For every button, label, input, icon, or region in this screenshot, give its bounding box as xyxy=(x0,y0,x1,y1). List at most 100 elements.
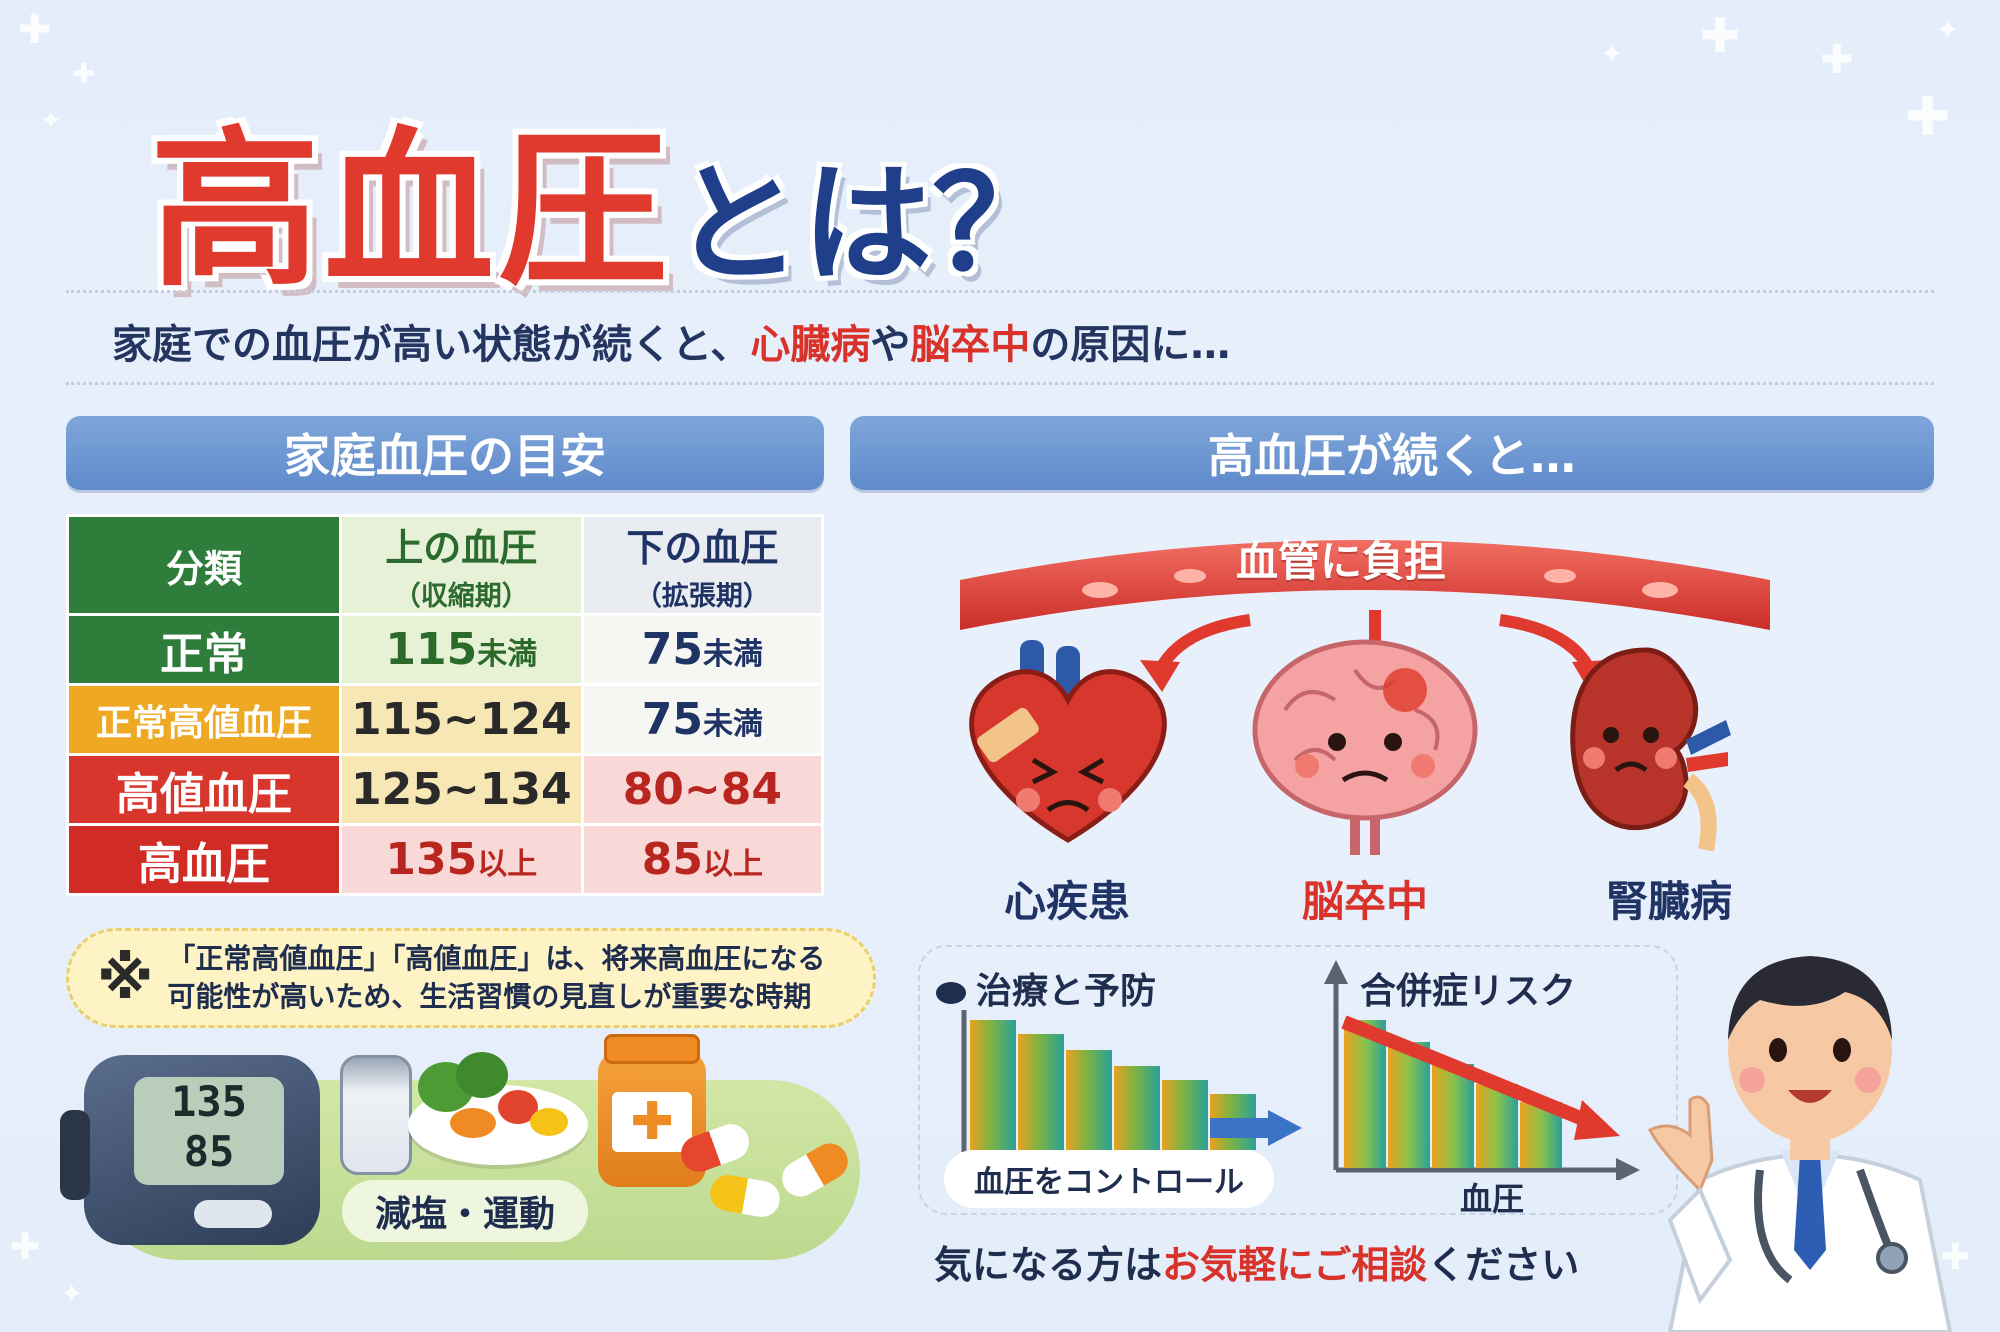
vessel-burden-label: 血管に負担 xyxy=(1236,537,1447,586)
header-systolic-sub: （収縮期） xyxy=(393,581,529,612)
cta-pre: 気になる方は xyxy=(934,1243,1163,1287)
sparkle-icon: ✚ xyxy=(10,1227,41,1268)
risk-bars xyxy=(1344,1020,1562,1168)
chart-title-treatment-label: 治療と予防 xyxy=(976,971,1157,1012)
row-systolic: 135以上 xyxy=(338,823,584,896)
sparkle-icon: ✦ xyxy=(40,106,62,136)
table-row: 正常高値血圧 115~124 75未満 xyxy=(66,683,825,756)
consequences-header-label: 高血圧が続くと… xyxy=(1208,429,1576,483)
diastolic-unit: 以上 xyxy=(702,847,763,882)
row-diastolic: 80~84 xyxy=(580,753,825,826)
systolic-value: 115 xyxy=(385,624,478,675)
kidney-icon xyxy=(1570,647,1731,852)
title-blue: とは？ xyxy=(672,148,1063,300)
diastolic-unit: 未満 xyxy=(702,707,763,742)
blood-cell-icon xyxy=(1174,569,1206,583)
note-line-2: 可能性が高いため、生活習慣の見直しが重要な時期 xyxy=(167,980,812,1013)
sparkle-icon: ✚ xyxy=(18,7,52,53)
broccoli-icon xyxy=(456,1052,508,1098)
diastolic-value: 75 xyxy=(641,624,703,675)
chart-bar xyxy=(1114,1066,1160,1150)
systolic-unit: 以上 xyxy=(477,847,538,882)
subtitle-heart-disease: 心臓病 xyxy=(750,322,871,368)
cta-text: 気になる方はお気軽にご相談ください xyxy=(934,1234,1579,1289)
axis-arrow-head xyxy=(1616,1158,1640,1180)
row-systolic: 115未満 xyxy=(338,613,584,686)
row-diastolic: 85以上 xyxy=(580,823,825,896)
systolic-value: 135 xyxy=(385,834,478,885)
chart-bar xyxy=(1162,1080,1208,1150)
treatment-chart xyxy=(961,1010,1302,1152)
systolic-value: 125~134 xyxy=(351,764,572,815)
row-systolic: 115~124 xyxy=(338,683,584,756)
divider xyxy=(66,382,1934,385)
header-diastolic: 下の血圧 （拡張期） xyxy=(580,514,825,616)
note-text: 「正常高値血圧」「高値血圧」は、将来高血圧になる 可能性が高いため、生活習慣の見… xyxy=(167,940,825,1016)
header-systolic: 上の血圧 （収縮期） xyxy=(338,514,584,616)
monitor-screen: 135 85 xyxy=(134,1077,284,1185)
subtitle-stroke: 脳卒中 xyxy=(910,322,1031,368)
sparkle-icon: ✚ xyxy=(1940,1237,1971,1278)
lifestyle-label: 減塩・運動 xyxy=(342,1180,588,1242)
header-diastolic-sub: （拡張期） xyxy=(634,581,770,612)
subtitle-post: の原因に… xyxy=(1030,322,1231,368)
cta-post: ください xyxy=(1427,1243,1580,1287)
arrow-head xyxy=(1268,1110,1302,1146)
sparkle-icon: ✚ xyxy=(1820,37,1854,83)
note-line-1: 「正常高値血圧」「高値血圧」は、将来高血圧になる xyxy=(167,942,826,976)
table-row: 高値血圧 125~134 80~84 xyxy=(66,753,825,826)
jar-lid xyxy=(604,1034,700,1064)
heart-icon xyxy=(969,640,1167,843)
monitor-cuff xyxy=(60,1110,90,1200)
header-diastolic-label: 下の血圧 xyxy=(626,526,779,570)
arrow-head xyxy=(1574,1100,1620,1140)
subtitle: 家庭での血圧が高い状態が続くと、心臓病や脳卒中の原因に… xyxy=(112,312,1230,370)
subtitle-pre: 家庭での血圧が高い状態が続くと、 xyxy=(112,322,751,368)
arrow-head xyxy=(1140,660,1180,692)
pepper-icon xyxy=(530,1108,568,1136)
organ-label-kidney-disease: 腎臓病 xyxy=(1606,877,1733,926)
organ-label-stroke: 脳卒中 xyxy=(1302,877,1429,926)
note-mark: ※ xyxy=(97,944,154,1012)
row-category: 高血圧 xyxy=(66,823,342,896)
divider xyxy=(66,290,1934,293)
brain-icon xyxy=(1252,639,1478,855)
monitor-systolic: 135 xyxy=(171,1077,247,1126)
bullet-icon xyxy=(936,982,966,1004)
blood-pressure-monitor-icon: 135 85 xyxy=(60,1055,320,1245)
chart-bar xyxy=(1388,1042,1430,1168)
row-category: 高値血圧 xyxy=(66,753,342,826)
diastolic-value: 85 xyxy=(641,834,703,885)
header-category: 分類 xyxy=(66,514,342,616)
table-row: 高血圧 135以上 85以上 xyxy=(66,823,825,896)
salt-shaker-icon xyxy=(340,1055,412,1175)
risk-trend-arrow xyxy=(1341,1015,1593,1129)
title-red: 高血圧 xyxy=(150,112,673,310)
chart-bar xyxy=(1432,1064,1474,1168)
medicine-jar-icon: ✚ xyxy=(598,1034,706,1187)
consequences-header: 高血圧が続くと… xyxy=(850,416,1934,490)
doctor-icon xyxy=(1647,956,1953,1332)
sparkle-icon: ✚ xyxy=(72,57,96,90)
complication-risk-chart xyxy=(1324,960,1640,1180)
page-title: 高血圧とは？ xyxy=(150,72,1062,318)
jar-cross-icon: ✚ xyxy=(612,1092,692,1152)
carrot-icon xyxy=(450,1108,496,1138)
organ-label-heart-disease: 心疾患 xyxy=(1004,877,1131,926)
monitor-diastolic: 85 xyxy=(183,1127,235,1176)
row-diastolic: 75未満 xyxy=(580,613,825,686)
chart-title-treatment: 治療と予防 xyxy=(936,962,1156,1014)
row-systolic: 125~134 xyxy=(338,753,584,826)
home-bp-guide-header-label: 家庭血圧の目安 xyxy=(284,429,606,483)
systolic-unit: 未満 xyxy=(477,637,538,672)
risk-chart-area xyxy=(918,945,1678,1215)
row-diastolic: 75未満 xyxy=(580,683,825,756)
diastolic-value: 75 xyxy=(641,694,703,745)
sparkle-icon: ✦ xyxy=(60,1277,84,1310)
chart-bar xyxy=(1018,1034,1064,1150)
chart-bar xyxy=(970,1020,1016,1150)
subtitle-mid: や xyxy=(870,322,911,368)
table-header-row: 分類 上の血圧 （収縮期） 下の血圧 （拡張期） xyxy=(66,514,825,616)
chart-footer-control: 血圧をコントロール xyxy=(944,1150,1274,1208)
chart-x-axis-label: 血圧 xyxy=(1460,1180,1525,1218)
